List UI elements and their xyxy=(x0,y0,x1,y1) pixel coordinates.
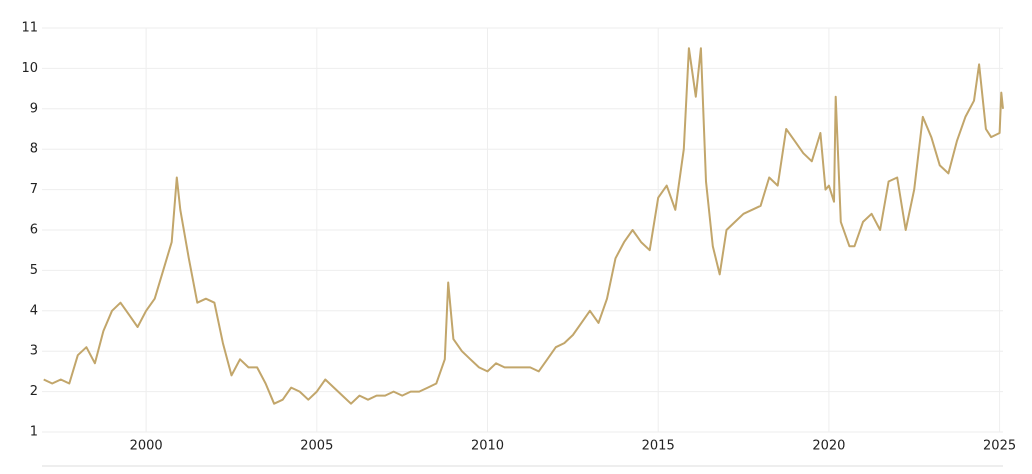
y-tick-label: 10 xyxy=(21,61,38,76)
y-tick-label: 2 xyxy=(30,384,38,399)
y-tick-label: 1 xyxy=(30,425,38,440)
y-tick-label: 6 xyxy=(30,223,38,238)
y-tick-label: 9 xyxy=(30,101,38,116)
x-tick-label: 2005 xyxy=(300,439,333,454)
line xyxy=(43,47,1004,405)
y-tick-label: 8 xyxy=(30,142,38,157)
x-tick-label: 2020 xyxy=(812,439,845,454)
x-tick-label: 2015 xyxy=(642,439,675,454)
x-tick-label: 2025 xyxy=(983,439,1016,454)
y-tick-label: 11 xyxy=(21,21,38,36)
y-tick-label: 4 xyxy=(30,303,38,318)
y-tick-label: 3 xyxy=(30,344,38,359)
x-tick-label: 2010 xyxy=(471,439,504,454)
x-tick-label: 2000 xyxy=(130,439,163,454)
y-tick-label: 5 xyxy=(30,263,38,278)
y-tick-label: 7 xyxy=(30,182,38,197)
